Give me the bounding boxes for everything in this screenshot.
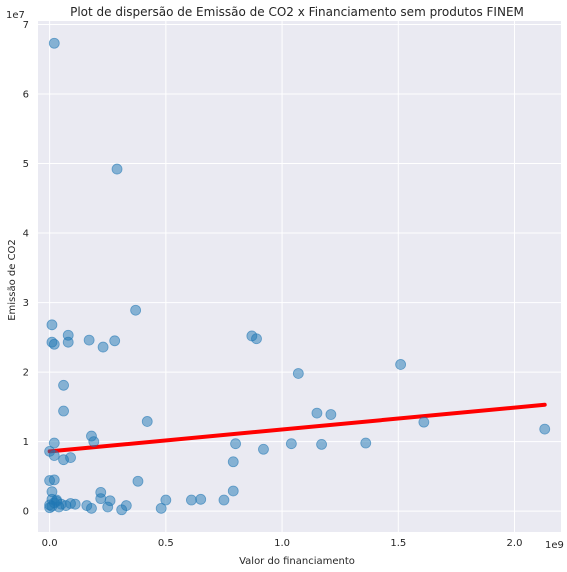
scatter-point — [44, 475, 56, 486]
scatter-point — [46, 319, 58, 331]
scatter-point — [88, 436, 100, 448]
scatter-point — [251, 333, 262, 345]
data-points — [44, 37, 551, 516]
scatter-point — [141, 416, 153, 427]
scatter-point — [109, 335, 121, 347]
scatter-point — [62, 336, 74, 348]
y-tick-label: 0 — [23, 507, 29, 518]
scatter-point — [48, 338, 60, 350]
scatter-point — [130, 304, 142, 316]
scatter-point — [186, 494, 197, 506]
scatter-point — [83, 334, 95, 346]
scatter-point — [418, 416, 430, 428]
scatter-point — [539, 423, 551, 435]
scatter-point — [48, 450, 60, 461]
x-offset-label: 1e9 — [545, 540, 564, 551]
scatter-point — [316, 438, 327, 450]
scatter-point — [230, 438, 241, 450]
x-tick-label: 1.0 — [274, 538, 290, 549]
scatter-point — [160, 494, 172, 506]
grid-lines — [38, 21, 561, 532]
scatter-point — [65, 498, 76, 509]
scatter-point — [95, 493, 107, 505]
scatter-point — [395, 359, 407, 370]
scatter-point — [132, 475, 144, 487]
scatter-point — [311, 407, 323, 419]
y-tick-label: 4 — [23, 229, 29, 240]
y-tick-label: 3 — [23, 298, 29, 309]
scatter-point — [58, 454, 69, 466]
scatter-point — [325, 409, 337, 420]
scatter-point — [111, 163, 123, 175]
x-tick-label: 0.5 — [158, 538, 174, 549]
scatter-point — [227, 485, 239, 497]
y-tick-label: 6 — [23, 90, 29, 101]
scatter-point — [116, 504, 128, 516]
trend-line — [47, 402, 547, 454]
scatter-point — [227, 456, 239, 468]
y-tick-label: 1 — [23, 437, 29, 448]
plot-area — [38, 21, 561, 532]
chart-title: Plot de dispersão de Emissão de CO2 x Fi… — [70, 5, 524, 19]
scatter-point — [155, 502, 167, 514]
scatter-point — [58, 405, 69, 417]
x-tick-label: 2.0 — [507, 538, 523, 549]
trend-line-group — [47, 402, 547, 454]
x-tick-labels: 0.0 0.5 1.0 1.5 2.0 — [42, 538, 523, 549]
y-tick-labels: 0 1 2 3 4 5 6 7 — [23, 20, 29, 518]
y-tick-label: 2 — [23, 368, 29, 379]
x-axis-label: Valor do financiamento — [239, 556, 355, 567]
y-offset-label: 1e7 — [6, 10, 25, 21]
scatter-point — [285, 438, 297, 450]
scatter-point — [97, 341, 109, 353]
y-axis-label: Emissão de CO2 — [7, 239, 18, 321]
scatter-point — [86, 502, 97, 514]
scatter-point — [292, 368, 304, 379]
x-tick-label: 1.5 — [390, 538, 406, 549]
scatter-point — [48, 37, 60, 49]
scatter-point — [258, 443, 269, 455]
scatter-point — [195, 493, 207, 505]
x-tick-label: 0.0 — [42, 538, 58, 549]
y-tick-label: 5 — [23, 159, 29, 170]
scatter-point — [218, 494, 230, 506]
scatter-point — [102, 501, 114, 513]
scatter-point — [360, 437, 372, 449]
scatter-point — [48, 437, 60, 449]
y-tick-label: 7 — [23, 20, 29, 31]
scatter-point — [58, 379, 69, 391]
scatter-point — [44, 499, 56, 511]
